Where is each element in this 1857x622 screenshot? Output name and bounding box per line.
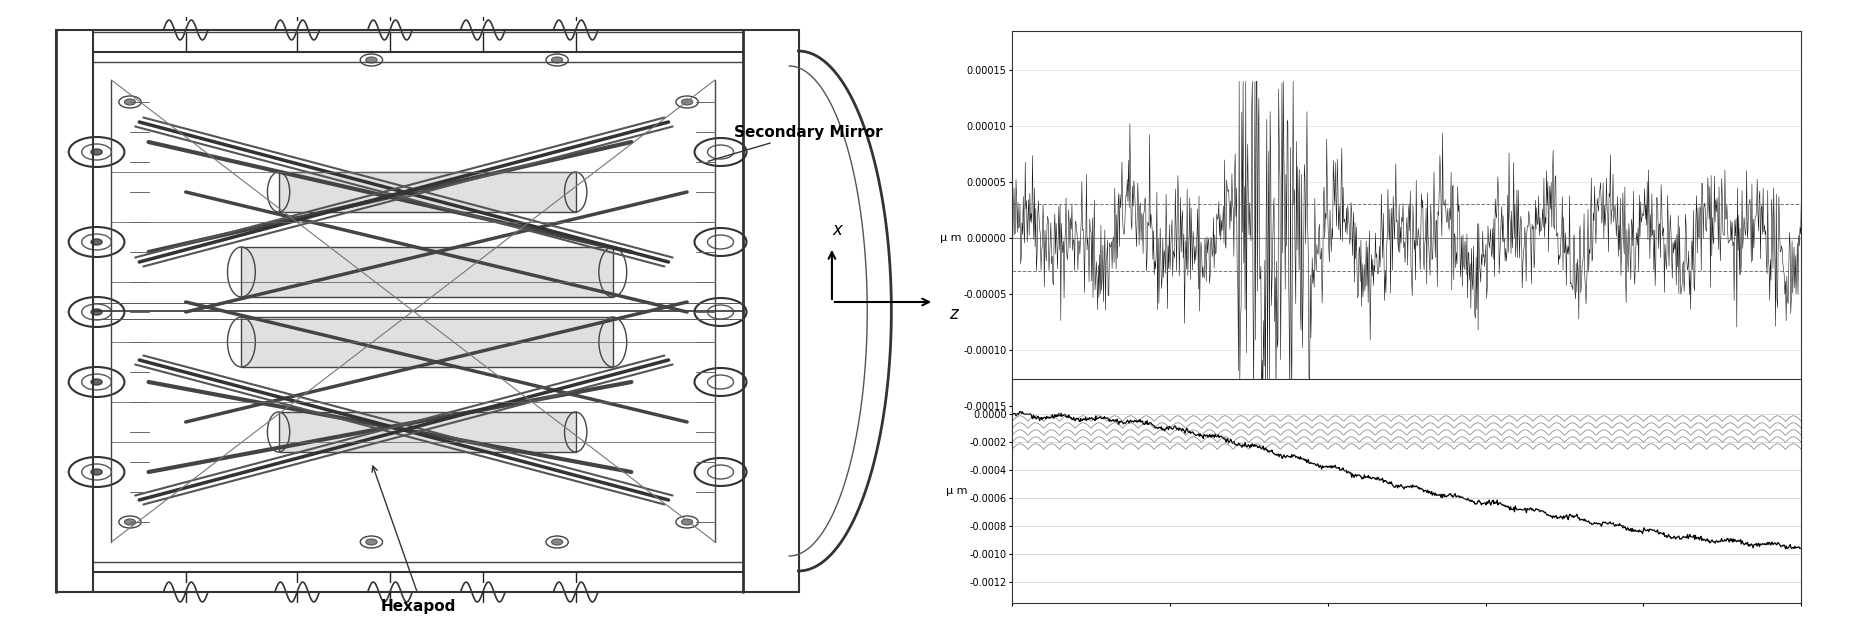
Text: Secondary Mirror: Secondary Mirror [708, 124, 882, 161]
Circle shape [91, 149, 102, 155]
Circle shape [91, 469, 102, 475]
Bar [56, 30, 799, 592]
Text: x: x [832, 221, 843, 239]
Bar [241, 247, 613, 297]
Y-axis label: μ m: μ m [940, 233, 962, 243]
Bar [241, 317, 613, 367]
Circle shape [366, 539, 377, 545]
Circle shape [124, 519, 136, 525]
Bar [279, 172, 576, 212]
Circle shape [552, 539, 563, 545]
Circle shape [91, 309, 102, 315]
Circle shape [366, 57, 377, 63]
Circle shape [552, 57, 563, 63]
Bar [279, 412, 576, 452]
Circle shape [91, 379, 102, 385]
Text: Hexapod: Hexapod [381, 599, 455, 614]
Y-axis label: μ m: μ m [947, 486, 967, 496]
Text: z: z [949, 305, 958, 323]
Circle shape [91, 239, 102, 245]
Text: x方向駆動精度実測値　　0.03 μ m RMS: x方向駆動精度実測値 0.03 μ m RMS [1298, 536, 1515, 550]
Circle shape [124, 99, 136, 105]
Circle shape [682, 99, 693, 105]
Text: Figure 8(a)  X axis =0.03 μ m: Figure 8(a) X axis =0.03 μ m [1335, 486, 1478, 496]
Circle shape [682, 519, 693, 525]
